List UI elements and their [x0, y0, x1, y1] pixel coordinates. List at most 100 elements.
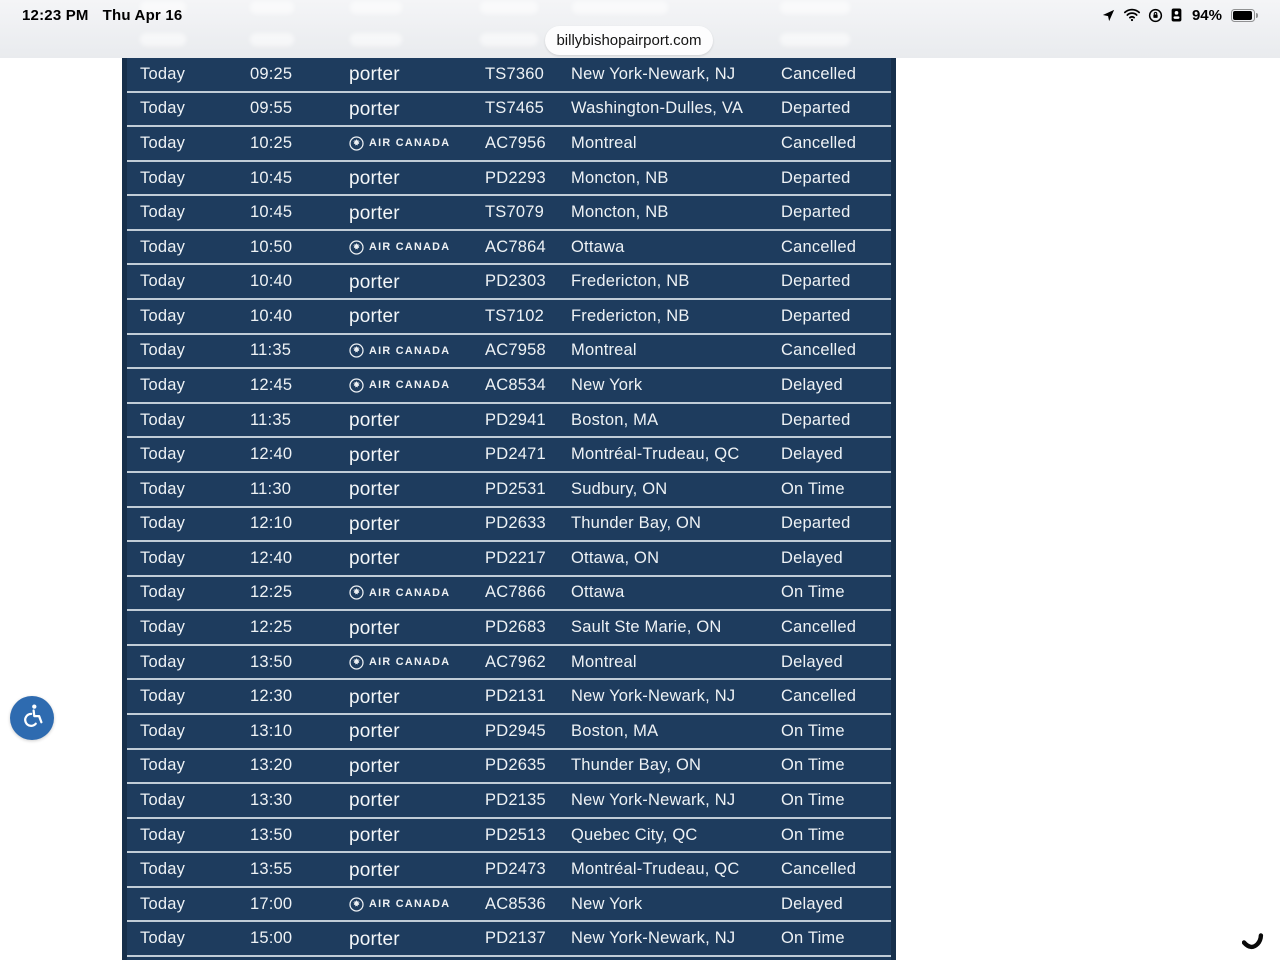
cell-airline: porter AIR CANADA — [340, 378, 485, 393]
cell-status: Departed — [781, 272, 851, 291]
cell-flight: PD2633 — [485, 514, 546, 533]
cell-status: Departed — [781, 99, 851, 118]
aircanada-wordmark: AIR CANADA — [369, 137, 451, 150]
cell-time: 10:40 — [250, 272, 293, 291]
porter-logo: porter — [349, 721, 400, 743]
porter-logo: porter — [349, 479, 400, 501]
cell-date: Today — [140, 790, 186, 809]
cell-flight: PD2945 — [485, 721, 546, 740]
flight-row: Today 11:30 porter AIR CANADA PD2531 Sud… — [122, 473, 896, 508]
porter-logo: porter — [349, 98, 400, 120]
cell-destination: Fredericton, NB — [571, 306, 690, 325]
porter-logo: porter — [349, 168, 400, 190]
cell-destination: Montreal — [571, 341, 637, 360]
flight-row: Today 13:30 porter AIR CANADA PD2135 New… — [122, 784, 896, 819]
cell-flight: TS7360 — [485, 64, 544, 83]
cell-date: Today — [140, 687, 186, 706]
cell-airline: porter AIR CANADA — [340, 720, 485, 742]
cell-destination: Moncton, NB — [571, 168, 669, 187]
cell-destination: Montreal — [571, 133, 637, 152]
porter-logo: porter — [349, 271, 400, 293]
accessibility-button[interactable] — [10, 696, 54, 740]
cell-date: Today — [140, 133, 186, 152]
cell-destination: New York-Newark, NJ — [571, 790, 736, 809]
cell-date: Today — [140, 583, 186, 602]
cell-airline: porter AIR CANADA — [340, 789, 485, 811]
cell-flight: PD2531 — [485, 479, 546, 498]
cell-time: 12:40 — [250, 445, 293, 464]
cell-airline: porter AIR CANADA — [340, 547, 485, 569]
cell-destination: Ottawa — [571, 583, 625, 602]
cell-date: Today — [140, 375, 186, 394]
cell-date: Today — [140, 306, 186, 325]
cell-time: 13:10 — [250, 721, 293, 740]
aircanada-wordmark: AIR CANADA — [369, 586, 451, 599]
cell-airline: porter AIR CANADA — [340, 305, 485, 327]
flight-row: Today 12:40 porter AIR CANADA PD2471 Mon… — [122, 438, 896, 473]
cell-flight: PD2471 — [485, 445, 546, 464]
cell-time: 09:25 — [250, 64, 293, 83]
flight-row: Today 13:20 porter AIR CANADA PD2635 Thu… — [122, 750, 896, 785]
flight-row: Today 09:25 porter AIR CANADA TS7360 New… — [122, 58, 896, 93]
cell-status: Departed — [781, 410, 851, 429]
cell-status: Delayed — [781, 445, 843, 464]
porter-logo: porter — [349, 928, 400, 950]
cell-destination: New York-Newark, NJ — [571, 687, 736, 706]
address-bar[interactable]: billybishopairport.com — [545, 26, 713, 55]
cell-airline: porter AIR CANADA — [340, 928, 485, 950]
porter-logo: porter — [349, 306, 400, 328]
maple-leaf-roundel-icon — [349, 654, 364, 670]
aircanada-wordmark: AIR CANADA — [369, 344, 451, 357]
cell-flight: AC7956 — [485, 133, 546, 152]
cell-status: On Time — [781, 721, 845, 740]
cell-status: Departed — [781, 168, 851, 187]
flights-table: Today 09:25 porter AIR CANADA TS7360 New… — [122, 58, 896, 960]
porter-logo: porter — [349, 686, 400, 708]
cell-date: Today — [140, 825, 186, 844]
cell-airline: porter AIR CANADA — [340, 755, 485, 777]
cell-date: Today — [140, 272, 186, 291]
rotation-lock-icon — [1148, 8, 1163, 23]
browser-header: billybishopairport.com — [0, 0, 1280, 58]
cell-status: On Time — [781, 825, 845, 844]
cell-airline: porter AIR CANADA — [340, 824, 485, 846]
maple-leaf-roundel-icon — [349, 240, 364, 255]
cell-time: 12:25 — [250, 618, 293, 637]
cell-time: 10:50 — [250, 237, 293, 256]
flight-row: Today 11:35 porter AIR CANADA AC7958 Mon… — [122, 335, 896, 370]
cell-time: 13:50 — [250, 652, 293, 671]
cell-time: 13:20 — [250, 756, 293, 775]
cell-date: Today — [140, 756, 186, 775]
cell-date: Today — [140, 410, 186, 429]
maple-leaf-roundel-icon — [349, 343, 364, 359]
cell-date: Today — [140, 445, 186, 464]
cell-flight: AC8536 — [485, 894, 546, 913]
cell-flight: AC7866 — [485, 583, 546, 602]
cell-destination: Boston, MA — [571, 410, 659, 429]
cell-date: Today — [140, 894, 186, 913]
aircanada-wordmark: AIR CANADA — [369, 241, 451, 254]
cell-destination: Sudbury, ON — [571, 479, 668, 498]
cell-destination: Thunder Bay, ON — [571, 514, 702, 533]
cell-date: Today — [140, 721, 186, 740]
cell-time: 13:50 — [250, 825, 293, 844]
flight-row: Today 12:10 porter AIR CANADA PD2633 Thu… — [122, 508, 896, 543]
cell-status: Departed — [781, 306, 851, 325]
cell-airline: porter AIR CANADA — [340, 897, 485, 912]
porter-logo: porter — [349, 202, 400, 224]
cell-airline: porter AIR CANADA — [340, 63, 485, 85]
flight-row: Today 10:25 porter AIR CANADA AC7956 Mon… — [122, 127, 896, 162]
cell-time: 12:10 — [250, 514, 293, 533]
flight-row: Today 12:25 porter AIR CANADA PD2683 Sau… — [122, 611, 896, 646]
cell-airline: porter AIR CANADA — [340, 513, 485, 535]
cell-airline: porter AIR CANADA — [340, 478, 485, 500]
battery-icon — [1231, 8, 1258, 22]
porter-logo: porter — [349, 548, 400, 570]
cell-destination: New York-Newark, NJ — [571, 64, 736, 83]
porter-logo: porter — [349, 513, 400, 535]
cell-airline: porter AIR CANADA — [340, 409, 485, 431]
status-time-date: 12:23 PM Thu Apr 16 — [22, 7, 182, 24]
cell-destination: New York — [571, 894, 643, 913]
cell-time: 12:40 — [250, 548, 293, 567]
status-time: 12:23 PM — [22, 6, 89, 24]
